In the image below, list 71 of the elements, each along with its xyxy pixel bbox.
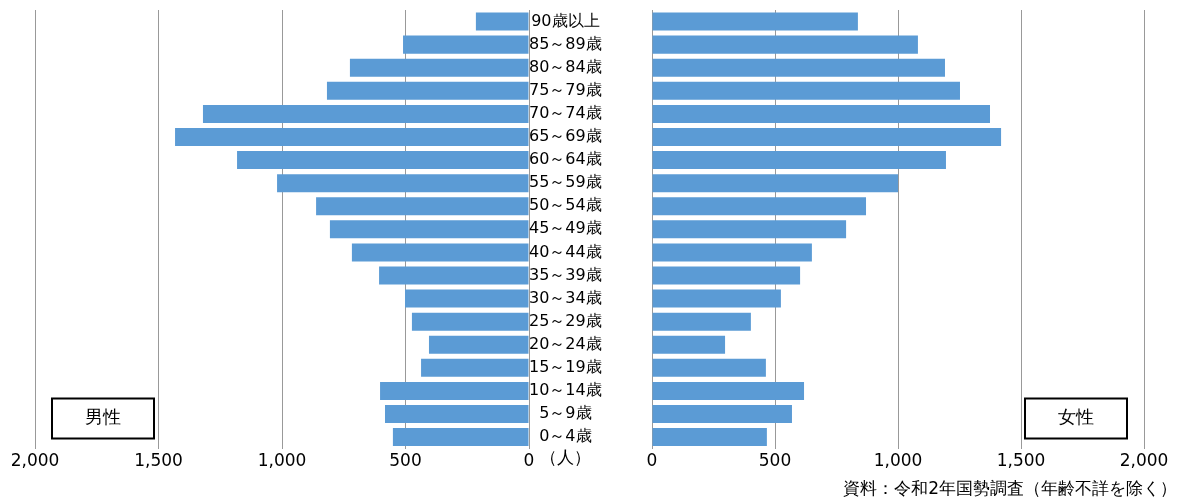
bar (392, 428, 529, 447)
bar (652, 266, 801, 285)
bar (652, 174, 898, 193)
bar (329, 220, 529, 239)
bar (652, 35, 918, 54)
y-tick-label: 60～64歳 (529, 149, 602, 169)
y-tick-label: 40～44歳 (529, 241, 602, 261)
bar (652, 220, 847, 239)
x-tick-label: 0 (523, 450, 535, 471)
text: 資料：令和2年国勢調査（年齢不詳を除く） (843, 477, 1177, 500)
bar (652, 243, 812, 262)
annotation: 男性 (85, 406, 121, 428)
y-tick-label: 10～14歳 (529, 380, 602, 400)
y-tick-label: 55～59歳 (529, 172, 602, 192)
bar (411, 312, 529, 331)
bar (652, 312, 751, 331)
bar (175, 127, 529, 146)
bar (652, 58, 945, 77)
bar (405, 289, 529, 308)
y-tick-label: 65～69歳 (529, 126, 602, 146)
y-tick-label: 80～84歳 (529, 56, 602, 76)
bar (237, 151, 529, 170)
x-tick-label: 1,000 (257, 450, 307, 471)
bar (403, 35, 529, 54)
y-tick-label: 50～54歳 (529, 195, 602, 215)
y-tick-label: 5～9歳 (539, 403, 592, 423)
annotation: 女性 (1058, 406, 1094, 428)
y-tick-label: 20～24歳 (529, 333, 602, 353)
y-tick-label: 30～34歳 (529, 287, 602, 307)
bar (652, 404, 792, 423)
x-tick-label: 2,000 (1119, 450, 1169, 471)
bar (421, 358, 529, 377)
bar (380, 381, 529, 400)
bar (349, 58, 529, 77)
bar (652, 151, 946, 170)
bar (202, 104, 529, 123)
x-tick-label: 2,000 (10, 450, 60, 471)
bar (316, 197, 529, 216)
x-tick-label: 500 (389, 450, 422, 471)
y-tick-label: 90歳以上 (531, 10, 600, 30)
x-tick-label: 1,500 (134, 450, 183, 471)
bar (652, 197, 867, 216)
bar (652, 335, 726, 354)
bar (652, 127, 1002, 146)
x-tick-label: 500 (758, 450, 792, 471)
y-tick-label: 35～39歳 (529, 264, 602, 284)
bar (652, 104, 990, 123)
y-tick-label: 45～49歳 (529, 218, 602, 238)
y-tick-label: 70～74歳 (529, 103, 602, 123)
y-tick-label: 75～79歳 (529, 79, 602, 99)
y-tick-label: 15～19歳 (529, 356, 602, 376)
bar (475, 12, 529, 31)
bar (652, 81, 960, 100)
bar (652, 12, 858, 31)
bar (379, 266, 529, 285)
bar (277, 174, 529, 193)
y-tick-label: 25～29歳 (529, 310, 602, 330)
x-axis-title: （人） (540, 446, 591, 469)
bar (428, 335, 529, 354)
bar (351, 243, 529, 262)
x-tick-label: 0 (646, 450, 658, 471)
x-tick-label: 1,000 (873, 450, 923, 471)
y-tick-label: 85～89歳 (529, 33, 602, 53)
bar (652, 289, 781, 308)
bar (652, 358, 766, 377)
bar (652, 428, 767, 447)
y-tick-label: 0～4歳 (539, 426, 592, 446)
bar (652, 381, 805, 400)
bar (326, 81, 529, 100)
x-tick-label: 1,500 (996, 450, 1046, 471)
bar (385, 404, 529, 423)
